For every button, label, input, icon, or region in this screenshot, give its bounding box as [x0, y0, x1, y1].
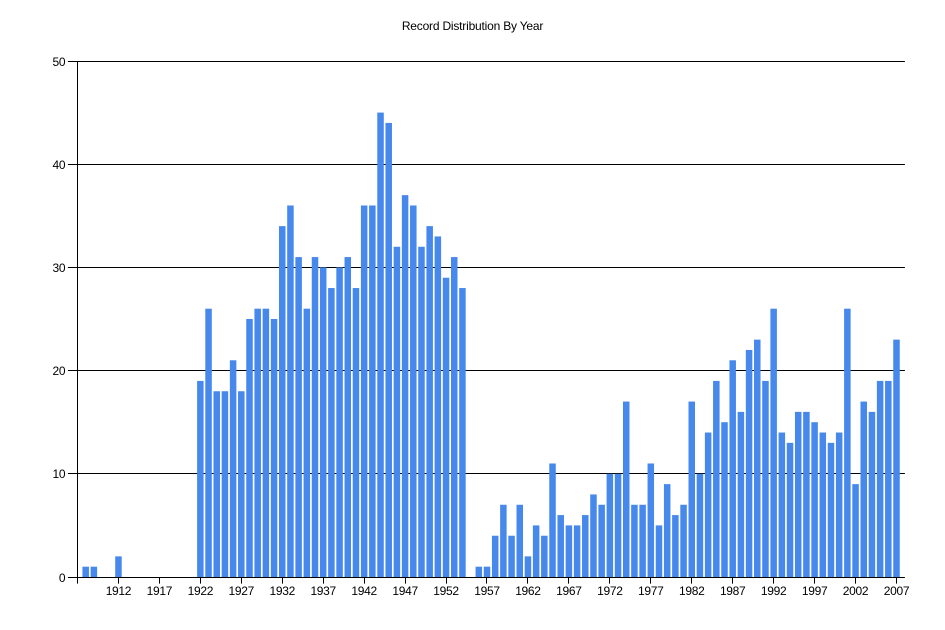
svg-text:1937: 1937: [310, 584, 336, 598]
svg-text:1927: 1927: [229, 584, 255, 598]
svg-text:2002: 2002: [843, 584, 869, 598]
svg-text:1942: 1942: [351, 584, 377, 598]
svg-text:20: 20: [53, 364, 66, 378]
svg-text:1967: 1967: [556, 584, 582, 598]
svg-text:1987: 1987: [720, 584, 746, 598]
svg-text:1962: 1962: [515, 584, 541, 598]
svg-text:1917: 1917: [147, 584, 173, 598]
svg-text:1972: 1972: [597, 584, 623, 598]
svg-text:1957: 1957: [474, 584, 500, 598]
svg-text:1947: 1947: [392, 584, 418, 598]
svg-text:1982: 1982: [679, 584, 705, 598]
svg-text:10: 10: [53, 467, 66, 481]
svg-text:1912: 1912: [106, 584, 132, 598]
svg-text:1932: 1932: [270, 584, 296, 598]
svg-text:1952: 1952: [433, 584, 459, 598]
svg-text:50: 50: [53, 55, 66, 69]
svg-text:2007: 2007: [884, 584, 910, 598]
svg-text:1997: 1997: [802, 584, 828, 598]
svg-text:30: 30: [53, 261, 66, 275]
svg-text:Record Distribution By Year: Record Distribution By Year: [402, 19, 544, 33]
svg-text:1992: 1992: [761, 584, 787, 598]
svg-text:40: 40: [53, 158, 66, 172]
svg-text:0: 0: [59, 571, 66, 585]
svg-text:1977: 1977: [638, 584, 664, 598]
svg-text:1922: 1922: [188, 584, 214, 598]
